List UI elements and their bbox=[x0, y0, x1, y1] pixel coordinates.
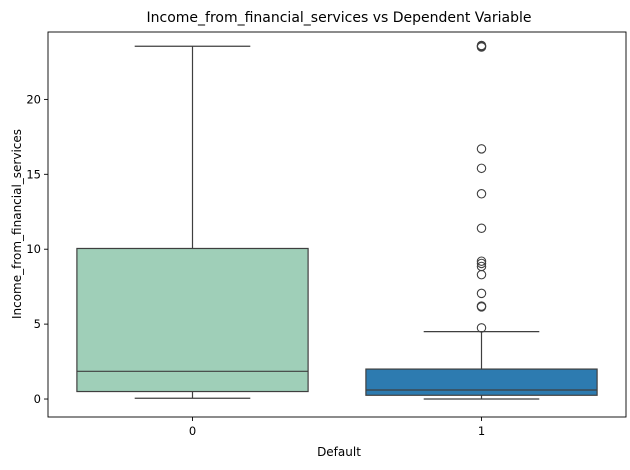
outlier-point bbox=[476, 261, 487, 272]
outlier-point bbox=[476, 144, 487, 154]
outlier-point bbox=[476, 288, 487, 299]
outlier-point bbox=[476, 40, 487, 51]
outlier-point bbox=[476, 163, 487, 174]
outlier-point bbox=[476, 269, 487, 280]
box-category-1 bbox=[365, 368, 598, 396]
y-tick-label: 15 bbox=[26, 167, 41, 181]
outlier-point bbox=[476, 223, 487, 233]
x-axis-label: Default bbox=[317, 445, 361, 459]
y-axis-label: Income_from_financial_services bbox=[10, 129, 24, 319]
x-tick-label: 0 bbox=[189, 424, 196, 438]
y-tick-label: 10 bbox=[26, 242, 41, 256]
y-tick-label: 0 bbox=[34, 392, 41, 406]
outlier-point bbox=[476, 258, 487, 269]
outlier-point bbox=[476, 301, 487, 311]
plot-frame bbox=[47, 31, 627, 418]
y-axis: 0 5 10 15 20 bbox=[26, 92, 48, 406]
outlier-point bbox=[476, 189, 487, 199]
plot-area bbox=[76, 40, 598, 400]
chart-title: Income_from_financial_services vs Depend… bbox=[147, 10, 532, 26]
outlier-point bbox=[476, 323, 487, 333]
y-tick-label: 20 bbox=[26, 92, 41, 106]
x-tick-label: 1 bbox=[478, 424, 485, 438]
y-tick-label: 5 bbox=[34, 317, 41, 331]
box-category-0 bbox=[76, 247, 309, 393]
outlier-point bbox=[476, 256, 487, 266]
